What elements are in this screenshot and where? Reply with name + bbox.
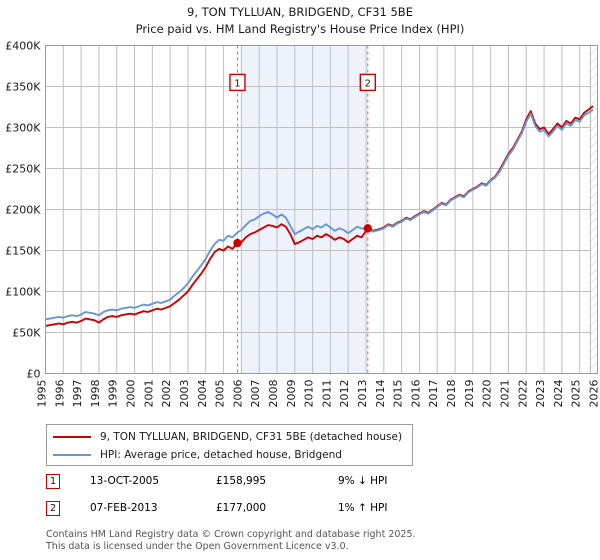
svg-text:2008: 2008	[267, 380, 280, 408]
legend-swatch-hpi	[53, 454, 91, 456]
svg-text:2023: 2023	[534, 380, 547, 408]
svg-text:£400K: £400K	[5, 40, 41, 53]
title-line-address: 9, TON TYLLUAN, BRIDGEND, CF31 5BE	[187, 5, 413, 19]
svg-text:1998: 1998	[89, 380, 102, 408]
svg-text:£100K: £100K	[5, 286, 41, 299]
svg-text:2009: 2009	[285, 380, 298, 408]
footer-attribution: Contains HM Land Registry data © Crown c…	[46, 529, 586, 552]
legend-swatch-price-paid	[53, 436, 91, 438]
transaction-badge-2: 2	[46, 501, 60, 516]
svg-text:2001: 2001	[142, 380, 155, 408]
svg-text:£0: £0	[27, 368, 41, 381]
transaction-price-2: £177,000	[216, 502, 267, 514]
svg-text:2012: 2012	[338, 380, 351, 408]
svg-text:£350K: £350K	[5, 81, 41, 94]
svg-text:2026: 2026	[588, 380, 600, 408]
svg-text:£300K: £300K	[5, 122, 41, 135]
svg-text:2006: 2006	[231, 380, 244, 408]
svg-text:2020: 2020	[481, 379, 494, 407]
svg-text:2000: 2000	[125, 380, 138, 408]
transaction-delta-1: 9% ↓ HPI	[338, 475, 388, 487]
svg-text:2018: 2018	[445, 380, 458, 408]
svg-text:2015: 2015	[392, 380, 405, 408]
svg-text:2019: 2019	[463, 380, 476, 408]
svg-text:£150K: £150K	[5, 245, 41, 258]
svg-text:£250K: £250K	[5, 163, 41, 176]
svg-text:2013: 2013	[356, 380, 369, 408]
footer-line-copyright: Contains HM Land Registry data © Crown c…	[46, 529, 416, 540]
svg-text:2022: 2022	[516, 380, 529, 408]
transaction-badge-1: 1	[46, 474, 60, 489]
svg-text:1995: 1995	[36, 380, 49, 408]
transaction-date-1: 13-OCT-2005	[90, 475, 159, 487]
svg-text:2011: 2011	[320, 380, 333, 408]
legend-item-price-paid: 9, TON TYLLUAN, BRIDGEND, CF31 5BE (deta…	[47, 428, 412, 446]
transaction-delta-2: 1% ↑ HPI	[338, 502, 388, 514]
svg-text:2002: 2002	[160, 380, 173, 408]
transaction-date-2: 07-FEB-2013	[90, 502, 158, 514]
legend-item-hpi: HPI: Average price, detached house, Brid…	[47, 446, 412, 464]
svg-text:2004: 2004	[196, 380, 209, 408]
svg-text:2: 2	[365, 78, 371, 89]
svg-text:1999: 1999	[107, 380, 120, 408]
svg-text:2014: 2014	[374, 380, 387, 408]
svg-text:£200K: £200K	[5, 204, 41, 217]
legend-label-hpi: HPI: Average price, detached house, Brid…	[100, 449, 342, 461]
svg-text:2016: 2016	[409, 380, 422, 408]
transaction-price-1: £158,995	[216, 475, 267, 487]
svg-text:2005: 2005	[214, 380, 227, 408]
svg-text:2003: 2003	[178, 380, 191, 408]
svg-text:2021: 2021	[498, 380, 511, 408]
svg-text:2010: 2010	[303, 380, 316, 408]
svg-text:2024: 2024	[552, 380, 565, 408]
svg-text:2025: 2025	[570, 380, 583, 408]
svg-text:2017: 2017	[427, 380, 440, 408]
svg-text:1: 1	[234, 78, 240, 89]
page-title: 9, TON TYLLUAN, BRIDGEND, CF31 5BE Price…	[0, 4, 600, 38]
svg-text:£50K: £50K	[12, 327, 41, 340]
svg-text:1997: 1997	[71, 380, 84, 408]
legend-label-price-paid: 9, TON TYLLUAN, BRIDGEND, CF31 5BE (deta…	[100, 431, 403, 443]
table-row: 2 07-FEB-2013 £177,000 1% ↑ HPI	[46, 499, 466, 526]
svg-text:2007: 2007	[249, 380, 262, 408]
table-row: 1 13-OCT-2005 £158,995 9% ↓ HPI	[46, 472, 466, 499]
svg-text:1996: 1996	[53, 380, 66, 408]
chart-legend: 9, TON TYLLUAN, BRIDGEND, CF31 5BE (deta…	[46, 424, 413, 466]
title-line-subtitle: Price paid vs. HM Land Registry's House …	[135, 22, 465, 36]
chart-canvas: £0 £50K £100K £150K £200K £250K £300K £350K £400…	[5, 40, 600, 408]
transactions-table: 1 13-OCT-2005 £158,995 9% ↓ HPI 2 07-FEB…	[46, 472, 466, 526]
footer-line-licence: This data is licensed under the Open Gov…	[46, 540, 349, 552]
